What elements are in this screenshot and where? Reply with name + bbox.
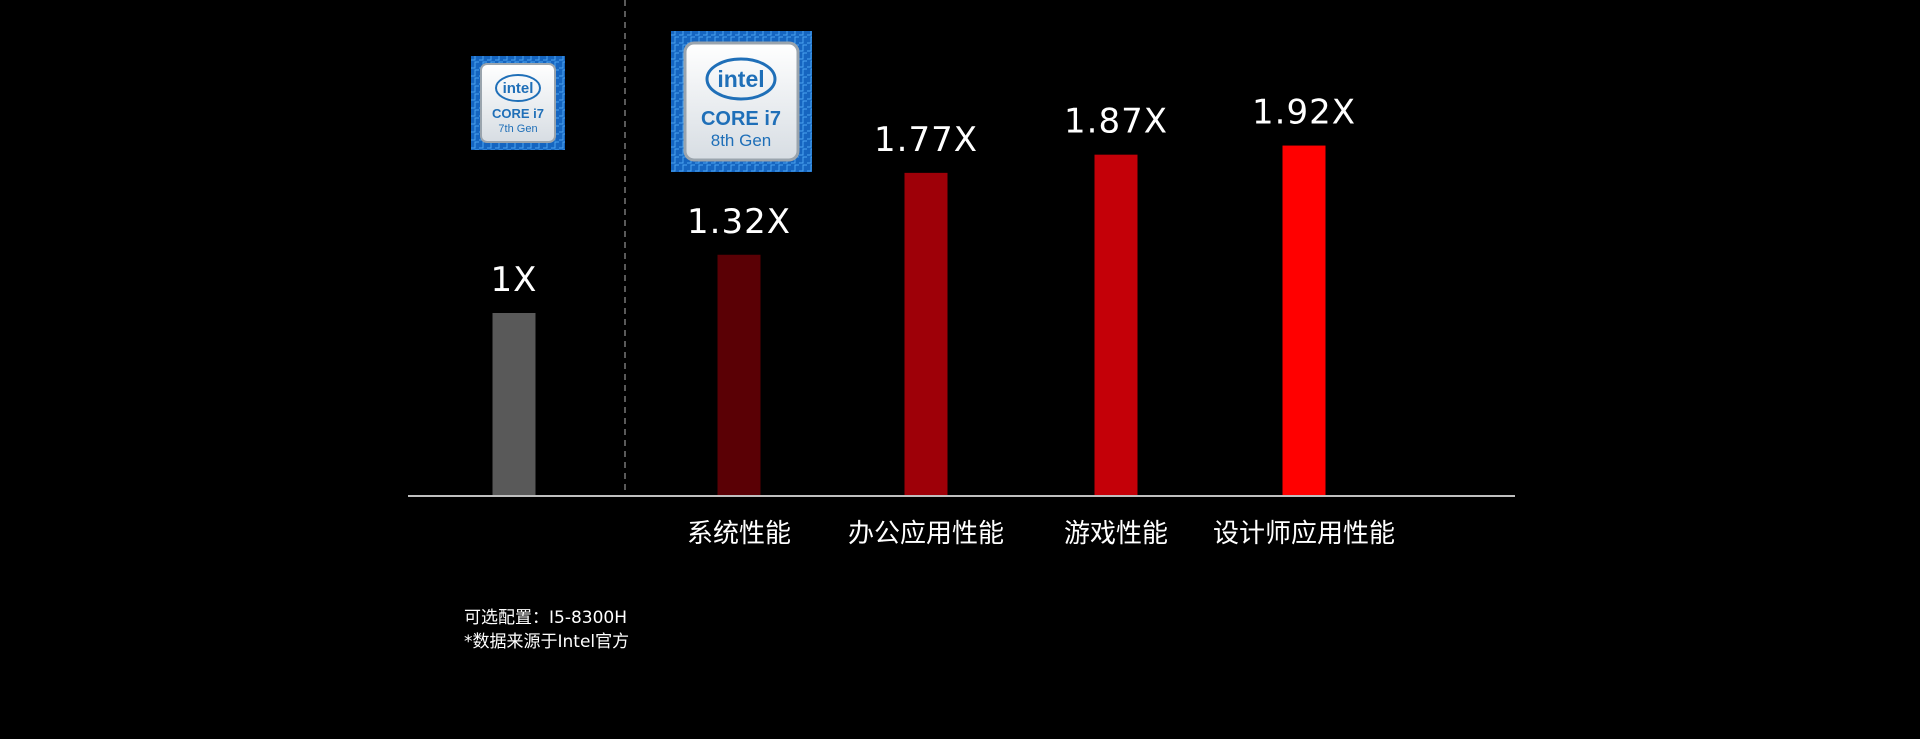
bar-4 xyxy=(1283,146,1326,495)
category-label-3: 游戏性能 xyxy=(1064,519,1168,549)
bar-0 xyxy=(493,313,536,495)
badge-line2: 8th Gen xyxy=(711,131,772,150)
bar-value-label-1: 1.32X xyxy=(687,202,791,242)
badge-brand: intel xyxy=(503,80,534,97)
intel-core-i7-8th-gen-badge: intel CORE i7 8th Gen xyxy=(671,31,812,172)
badge-line1: CORE i7 xyxy=(701,108,781,130)
category-label-4: 设计师应用性能 xyxy=(1213,519,1395,549)
badge-brand: intel xyxy=(717,66,764,92)
bar-3 xyxy=(1095,155,1138,495)
intel-core-i7-7th-gen-badge: intel CORE i7 7th Gen xyxy=(471,56,565,150)
footnote-config: 可选配置：I5-8300H xyxy=(464,606,627,630)
bar-value-label-3: 1.87X xyxy=(1064,102,1168,142)
footnote-source: *数据来源于Intel官方 xyxy=(464,630,629,654)
bar-value-label-2: 1.77X xyxy=(874,120,978,160)
category-label-1: 系统性能 xyxy=(687,519,791,549)
bars-group: 1X 1.32X 系统性能 1.77X 办公应用性能 1.87X 游戏性能 1.92X 设计师应… xyxy=(491,93,1395,549)
bar-value-label-0: 1X xyxy=(491,260,538,300)
category-label-2: 办公应用性能 xyxy=(848,519,1004,549)
badge-line1: CORE i7 xyxy=(492,106,544,121)
bar-2 xyxy=(905,173,948,495)
bar-value-label-4: 1.92X xyxy=(1252,93,1356,133)
bar-1 xyxy=(718,255,761,495)
badge-line2: 7th Gen xyxy=(498,123,537,135)
